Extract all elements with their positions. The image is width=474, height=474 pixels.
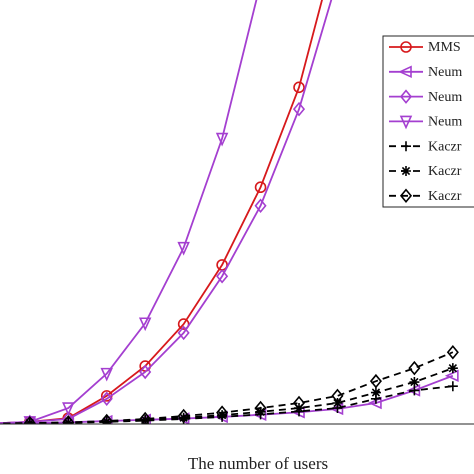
marker [399,89,413,104]
marker [100,413,113,424]
marker [400,41,412,53]
marker [255,406,266,417]
series-line [0,0,333,424]
marker [447,363,458,374]
marker [216,405,229,420]
marker [62,411,75,424]
marker [177,408,190,424]
marker [398,65,412,79]
marker [399,188,413,204]
marker [292,101,306,117]
marker [409,385,420,396]
marker [217,410,228,421]
marker [254,181,267,194]
marker [215,132,229,147]
plot-area [0,0,459,424]
legend: MMS Neum Neum Neum Kaczr Kaczr Kaczr [382,35,474,208]
marker [177,325,190,341]
x-axis-label: The number of users [188,454,328,473]
marker [23,415,36,424]
marker [101,416,112,424]
marker [140,414,151,424]
marker [178,412,189,423]
marker [254,198,267,213]
legend-label: Kaczr [428,189,462,204]
marker [444,369,459,382]
legend-label: Neum [428,115,462,130]
marker [369,373,382,389]
marker [401,141,411,152]
marker [331,388,344,404]
series-line [0,0,258,424]
marker [447,381,458,392]
marker [177,241,190,256]
marker [370,387,381,398]
marker [254,400,267,416]
legend-label: Neum [428,90,462,105]
series-line [0,351,454,424]
marker [139,411,152,424]
marker [292,395,306,411]
marker [293,81,305,94]
marker [139,364,152,380]
marker [408,360,421,376]
marker [62,415,75,424]
legend-label: MMS [428,40,461,55]
series-line [0,0,323,424]
marker [100,367,113,382]
marker [138,317,152,332]
marker [216,268,229,284]
marker [446,344,459,360]
legend-label: Kaczr [428,164,462,179]
marker [100,391,113,407]
marker [409,377,420,388]
legend-label: Neum [428,65,462,80]
marker [62,402,75,416]
marker [401,166,411,176]
legend-label: Kaczr [428,139,462,154]
marker [399,115,413,130]
